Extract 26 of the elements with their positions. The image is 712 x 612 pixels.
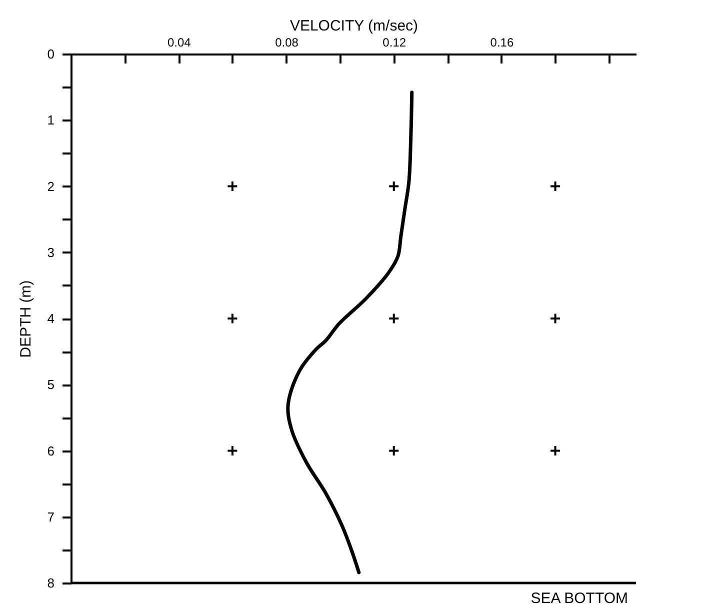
point [226,445,238,456]
x-tick-label: 0.04 [167,36,192,50]
y-tick-label: 2 [47,178,54,194]
point [388,312,400,324]
y-tick-label: 7 [47,509,54,524]
y-tick-label: 8 [47,576,54,590]
y-tick-label: 6 [47,443,54,458]
point [550,180,562,192]
y-tick-label: 0 [47,46,54,62]
x-tick-label: 0.12 [382,36,406,50]
x-tick-label: 0.16 [490,36,514,50]
y-axis-title: DEPTH (m) [17,280,34,358]
y-tick-label: 3 [47,244,54,260]
x-axis-title: VELOCITY (m/sec) [290,18,418,34]
point [226,180,238,192]
point [550,312,562,324]
y-tick-label: 4 [47,311,54,326]
y-tick-label: 5 [47,377,54,392]
y-tick-label: 1 [47,112,54,128]
x-tick-label: 0.08 [275,36,299,50]
line-series [286,90,414,574]
point [550,445,562,456]
ref-line-label: SEA BOTTOM [530,590,628,607]
point [388,180,400,192]
point [388,445,400,456]
point [226,312,238,324]
